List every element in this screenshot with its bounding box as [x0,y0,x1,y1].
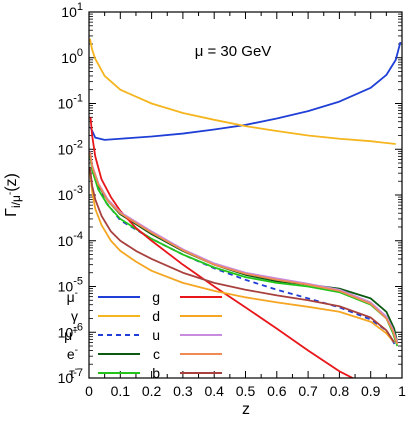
series-line-1 [89,38,396,145]
y-tick-label: 10-4 [58,230,83,249]
x-axis-title: z [242,401,250,418]
legend-label-0: μ- [67,288,78,305]
legend-label-1: γ [71,308,78,324]
series-layer [89,38,402,378]
axis-ticks [88,11,403,379]
x-tick-label: 0.7 [298,383,318,399]
legend-label-4: τ- [69,364,78,381]
x-tick-label: 1 [398,383,406,399]
x-tick-label: 0.8 [330,383,350,399]
y-tick-label: 10-2 [58,138,83,157]
x-tick-label: 0 [85,383,93,399]
x-tick-label: 0.3 [173,383,193,399]
y-tick-label: 10-6 [58,321,83,340]
y-tick-label: 100 [61,47,83,66]
x-tick-label: 0.4 [204,383,224,399]
legend-label-8: c [153,346,160,362]
x-tick-label: 0.9 [361,383,381,399]
legend-label-6: d [152,308,160,324]
annotation-label: μ = 30 GeV [195,43,272,60]
series-line-9 [89,167,395,343]
y-axis-title: Γi/μ-(z) [3,173,23,217]
y-tick-label: 10-7 [58,367,83,386]
series-line-4 [89,153,399,347]
y-tick-label: 10-5 [58,276,83,295]
y-axis-title-text: Γi/μ-(z) [3,173,23,217]
legend-label-5: g [152,289,160,305]
series-line-6 [89,170,395,343]
x-tick-label: 0.1 [111,383,131,399]
series-line-5 [89,117,355,378]
plot-frame [88,11,403,379]
series-line-8 [89,152,399,345]
series-line-2 [89,159,397,347]
x-tick-label: 0.6 [267,383,287,399]
series-line-0 [89,41,402,141]
x-tick-label: 0.5 [236,383,256,399]
legend-label-3: e- [67,345,78,362]
legend-label-2: μ+ [64,326,78,343]
legend-label-7: u [152,327,160,343]
legend-label-9: b [152,365,160,381]
tick-labels: 0 0.1 0.2 0.3 0.4 0.5 0.6 0.7 0.8 0.9 1 101 100 10-1 1… [58,1,406,399]
y-tick-label: 10-3 [58,184,83,203]
y-tick-label: 10-1 [58,93,83,112]
x-tick-label: 0.2 [142,383,162,399]
series-line-3 [89,151,399,343]
y-tick-label: 101 [61,1,83,20]
series-line-7 [89,151,399,343]
